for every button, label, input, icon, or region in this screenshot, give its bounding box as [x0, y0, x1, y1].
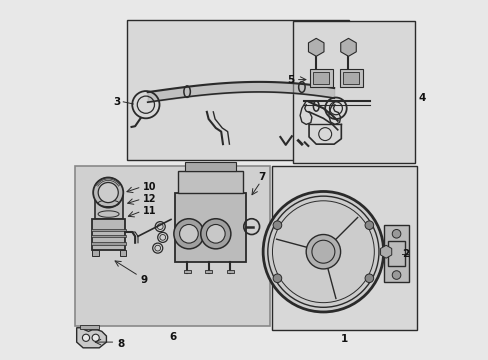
Text: 12: 12 [143, 194, 157, 204]
Text: 8: 8 [117, 339, 124, 349]
Circle shape [263, 192, 383, 312]
Bar [309, 69, 332, 87]
Bar [92, 220, 125, 250]
Bar [383, 225, 408, 282]
Text: 10: 10 [143, 182, 157, 192]
Bar [174, 193, 246, 262]
Bar [94, 193, 122, 220]
Bar [183, 270, 190, 273]
Circle shape [391, 271, 400, 279]
Bar [272, 166, 416, 330]
Bar [226, 270, 233, 273]
Text: 6: 6 [169, 332, 176, 342]
Bar [387, 241, 405, 266]
Text: 2: 2 [402, 249, 409, 259]
Circle shape [92, 334, 99, 341]
Circle shape [273, 221, 281, 229]
Bar [75, 166, 269, 326]
Bar [80, 325, 99, 329]
Circle shape [82, 334, 89, 341]
Text: 7: 7 [258, 172, 265, 182]
Circle shape [179, 225, 198, 243]
Bar [91, 242, 126, 244]
Bar [185, 162, 235, 171]
Circle shape [305, 234, 340, 269]
Bar [91, 229, 126, 231]
Bar [343, 72, 359, 84]
Text: 3: 3 [113, 97, 121, 107]
Text: 9: 9 [140, 275, 147, 285]
Bar [178, 171, 242, 193]
Bar [126, 21, 348, 160]
Circle shape [206, 225, 224, 243]
Bar [313, 72, 329, 84]
Bar [339, 69, 362, 87]
Bar [204, 270, 212, 273]
Circle shape [365, 274, 373, 283]
Bar [120, 250, 126, 256]
Circle shape [93, 177, 123, 208]
Bar [91, 235, 126, 237]
Polygon shape [77, 328, 106, 348]
Text: 11: 11 [143, 206, 157, 216]
Circle shape [201, 219, 230, 249]
Text: 1: 1 [341, 334, 348, 344]
Bar [92, 250, 99, 256]
Text: 5: 5 [286, 75, 293, 85]
Circle shape [98, 183, 118, 203]
Circle shape [365, 221, 373, 229]
Circle shape [273, 274, 281, 283]
Bar [292, 21, 414, 163]
Circle shape [391, 229, 400, 238]
Text: 4: 4 [418, 93, 425, 103]
Circle shape [174, 219, 203, 249]
